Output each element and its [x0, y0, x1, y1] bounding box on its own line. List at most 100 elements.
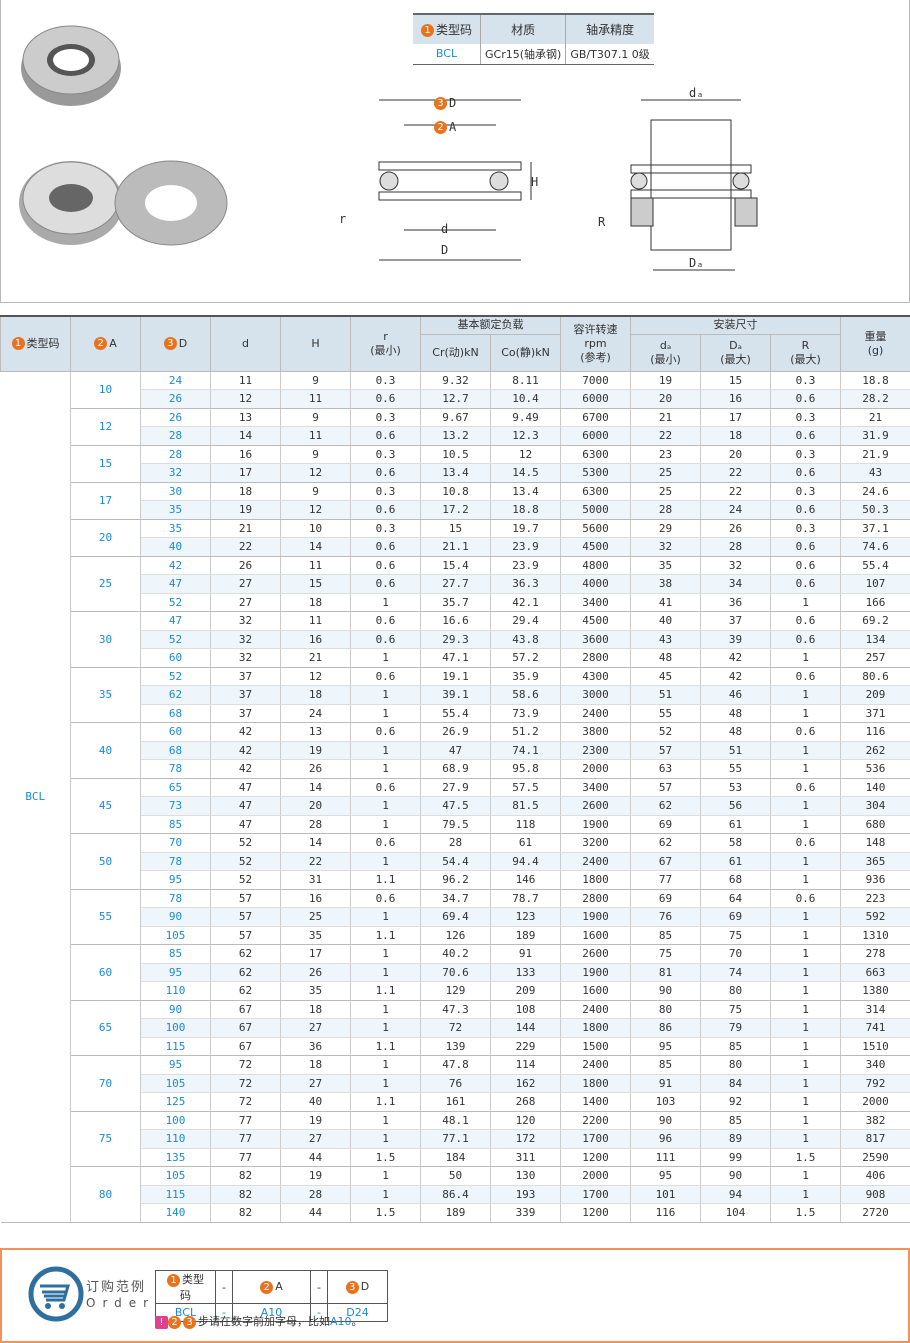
cell-H: 14	[280, 778, 351, 797]
cell-R: 1	[770, 981, 841, 1001]
cell-speed: 1800	[560, 870, 631, 890]
cell-D: 40	[140, 537, 211, 557]
table-row: 55 78 57 16 0.6 34.7 78.7 2800 69 64 0.6 223	[1, 889, 910, 945]
cell-cr: 27.9	[420, 778, 491, 797]
cell-speed: 1500	[560, 1037, 631, 1056]
cell-A: 80	[70, 1166, 141, 1223]
cell-r: 0.6	[350, 556, 421, 575]
cell-weight: 80.6	[840, 667, 910, 686]
cell-H: 35	[280, 926, 351, 945]
cell-Da: 68	[700, 870, 771, 890]
table-row: 80 105 82 19 1 50 130 2000 95 90 1 406	[1, 1166, 910, 1223]
cell-r: 1	[350, 944, 421, 964]
cell-r: 1.1	[350, 1037, 421, 1056]
cell-D: 85	[140, 815, 211, 834]
cell-weight: 37.1	[840, 519, 910, 538]
label-D: D	[441, 243, 449, 257]
cell-weight: 1510	[840, 1037, 910, 1056]
cell-da: 62	[630, 796, 701, 816]
cell-d: 13	[210, 408, 281, 427]
table-row: 15 28 16 9 0.3 10.5 12 6300 23 20 0.3 21.9	[1, 445, 910, 483]
table-row: 110 62 35 1.1 129 209 1600 90 80 1 1380	[1, 981, 910, 1001]
cell-Da: 75	[700, 1000, 771, 1019]
cell-R: 0.6	[770, 630, 841, 649]
order-subtitle: Order	[86, 1296, 156, 1310]
cell-cr: 40.2	[420, 944, 491, 964]
cell-D: 47	[140, 611, 211, 631]
cell-cr: 72	[420, 1018, 491, 1038]
col-H: H	[280, 315, 351, 372]
cell-weight: 21.9	[840, 445, 910, 464]
cell-cr: 12.7	[420, 389, 491, 409]
warning-icon: !	[155, 1316, 168, 1329]
cell-cr: 76	[420, 1074, 491, 1093]
cell-R: 0.6	[770, 537, 841, 557]
cell-speed: 4500	[560, 537, 631, 557]
cell-H: 27	[280, 1074, 351, 1093]
cell-H: 12	[280, 667, 351, 686]
cell-da: 25	[630, 482, 701, 501]
cell-weight: 382	[840, 1111, 910, 1130]
cell-R: 1.5	[770, 1203, 841, 1223]
cell-speed: 1200	[560, 1148, 631, 1167]
cell-r: 1	[350, 1185, 421, 1204]
cell-D: 68	[140, 741, 211, 760]
cell-weight: 148	[840, 833, 910, 853]
cell-r: 1	[350, 648, 421, 668]
table-row: 26 12 11 0.6 12.7 10.4 6000 20 16 0.6 28.2	[1, 389, 910, 409]
cell-Da: 24	[700, 500, 771, 520]
cell-A: 50	[70, 833, 141, 890]
cell-da: 55	[630, 704, 701, 723]
cell-D: 105	[140, 1166, 211, 1186]
cell-cr: 10.5	[420, 445, 491, 464]
cell-R: 0.6	[770, 889, 841, 908]
cell-Da: 61	[700, 815, 771, 834]
label-H: H	[531, 175, 539, 189]
cell-speed: 7000	[560, 371, 631, 390]
cell-d: 52	[210, 833, 281, 853]
cell-da: 80	[630, 1000, 701, 1019]
cell-weight: 209	[840, 685, 910, 705]
cell-r: 1	[350, 796, 421, 816]
cell-D: 30	[140, 482, 211, 501]
cell-co: 18.8	[490, 500, 561, 520]
cell-D: 68	[140, 704, 211, 723]
cell-D: 95	[140, 1055, 211, 1075]
cell-H: 11	[280, 426, 351, 446]
cell-co: 162	[490, 1074, 561, 1093]
cell-weight: 116	[840, 722, 910, 742]
table-row: 125 72 40 1.1 161 268 1400 103 92 1 2000	[1, 1092, 910, 1112]
col-type: 1 类型码	[0, 315, 71, 372]
cell-H: 17	[280, 944, 351, 964]
cell-speed: 2600	[560, 944, 631, 964]
table-row: 75 100 77 19 1 48.1 120 2200 90 85 1 382	[1, 1111, 910, 1167]
cell-d: 47	[210, 778, 281, 797]
cell-weight: 107	[840, 574, 910, 594]
col-Da: Dₐ (最大)	[700, 333, 771, 372]
cell-H: 18	[280, 593, 351, 612]
cell-da: 69	[630, 815, 701, 834]
cell-da: 43	[630, 630, 701, 649]
cell-co: 14.5	[490, 463, 561, 483]
cell-D: 100	[140, 1018, 211, 1038]
table-row: 85 47 28 1 79.5 118 1900 69 61 1 680	[1, 815, 910, 834]
cell-d: 42	[210, 759, 281, 779]
cell-r: 0.6	[350, 574, 421, 594]
cell-d: 62	[210, 944, 281, 964]
table-row: 20 35 21 10 0.3 15 19.7 5600 29 26 0.3 37.1	[1, 519, 910, 557]
cell-cr: 15.4	[420, 556, 491, 575]
cell-cr: 9.32	[420, 371, 491, 390]
order-title: 订购范例	[86, 1280, 147, 1295]
cell-da: 81	[630, 963, 701, 982]
cell-speed: 2800	[560, 648, 631, 668]
table-row: 32 17 12 0.6 13.4 14.5 5300 25 22 0.6 43	[1, 463, 910, 483]
cell-cr: 70.6	[420, 963, 491, 982]
table-row: 110 77 27 1 77.1 172 1700 96 89 1 817	[1, 1129, 910, 1149]
cell-Da: 34	[700, 574, 771, 594]
cell-D: 110	[140, 1129, 211, 1149]
cell-cr: 9.67	[420, 408, 491, 427]
cell-H: 28	[280, 1185, 351, 1204]
cell-speed: 3600	[560, 630, 631, 649]
cell-D: 70	[140, 833, 211, 853]
